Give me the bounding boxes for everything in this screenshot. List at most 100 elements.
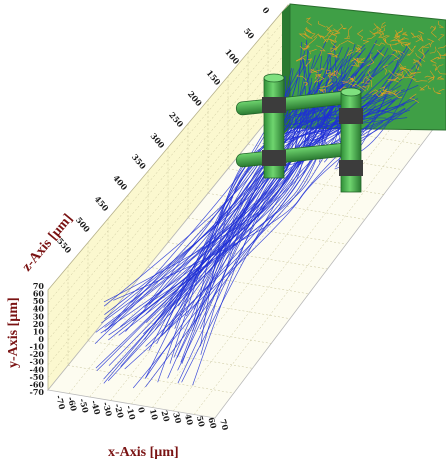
impact-trace [429,46,437,54]
impact-trace [437,34,445,41]
junction-block [262,150,286,166]
pillar-structure [235,73,363,193]
impact-trace [320,89,326,96]
impact-trace [415,52,426,62]
x-tick-label: 20 [159,409,172,423]
y-tick-label: 50 [33,296,45,306]
impact-trace [310,67,326,74]
y-tick-label: -70 [30,387,45,397]
impact-trace [434,56,445,59]
impact-trace [306,28,316,39]
y-tick-label: 10 [33,326,45,336]
impact-trace [427,38,435,46]
impact-trace [327,72,339,79]
impact-trace [326,25,332,35]
z-tick-label: 300 [148,131,167,151]
x-tick-label: 70 [218,418,231,432]
impact-trace [332,28,341,35]
impact-trace [337,86,349,92]
x-tick-label: -60 [66,396,80,413]
impact-trace [412,35,423,43]
impact-trace [421,42,432,48]
impact-trace [327,52,338,57]
impact-trace [394,30,399,36]
impact-trace [410,77,428,83]
impact-trace [438,89,445,92]
impact-trace [369,89,379,96]
x-tick-label: -50 [77,397,91,414]
impact-trace [427,76,435,81]
trajectory-line [164,51,363,334]
impact-trace [334,43,341,51]
x-tick-label: -10 [124,404,138,421]
impact-trace [408,45,417,52]
impact-trace [382,38,387,44]
trajectory-line [317,109,327,120]
impact-trace [367,53,375,67]
impact-trace [413,59,422,66]
z-tick-label: 50 [242,26,257,41]
impact-trace [342,81,349,84]
x-axis-title: x-Axis [µm] [108,445,179,460]
impact-trace [305,60,311,68]
trajectory-line [297,94,376,118]
z-tick-label: 200 [186,89,205,109]
impact-trace [351,61,359,67]
junction-block [339,108,363,124]
impact-trace [388,70,400,80]
impact-trace [305,27,312,34]
x-tick-label: 10 [148,408,161,422]
impact-trace [430,25,437,38]
impact-trace [352,83,367,92]
impact-trace [380,90,387,97]
impact-trace [400,66,410,77]
impact-trace [306,17,312,26]
y-tick-label: 40 [33,304,45,314]
impact-trace [418,45,425,59]
y-tick-label: -30 [30,357,45,367]
impact-trace [323,38,337,44]
impact-trace [378,32,384,38]
trajectory-line [96,46,385,372]
x-tick-label: 40 [183,413,196,427]
impact-trace [438,53,446,57]
y-tick-label: -60 [30,379,45,389]
z-tick-label: 400 [111,173,130,193]
impact-trace [419,84,428,91]
impact-trace [429,25,436,31]
x-tick-label: 30 [171,411,184,425]
impact-trace [389,90,402,96]
impact-trace [434,64,444,72]
trajectory-line [174,83,343,329]
impact-trace [314,74,325,83]
impact-trace [395,37,410,44]
trajectory-line [286,41,303,171]
impact-trace [391,53,400,61]
impact-trace [318,20,326,28]
trajectory-line [167,42,308,379]
impact-trace [363,40,370,45]
impact-trace [348,76,357,82]
impact-trace [392,38,409,41]
impact-traces [295,17,446,103]
impact-trace [382,64,389,75]
impact-trace [356,29,364,41]
impact-trace [387,79,400,83]
trajectory-line [157,47,350,320]
impact-trace [408,74,417,80]
impact-trace [436,50,442,60]
impact-trace [387,76,399,81]
impact-trace [320,49,322,56]
impact-trace [416,33,424,42]
x-tick-label: 0 [136,406,147,414]
impact-trace [330,39,337,48]
z-tick-label: 500 [74,215,93,235]
impact-trace [412,60,422,67]
impact-trace [332,23,344,32]
trajectory-line [316,84,419,120]
impact-trace [329,70,341,76]
impact-trace [327,76,333,84]
junction-block [339,160,363,176]
impact-trace [367,69,374,79]
